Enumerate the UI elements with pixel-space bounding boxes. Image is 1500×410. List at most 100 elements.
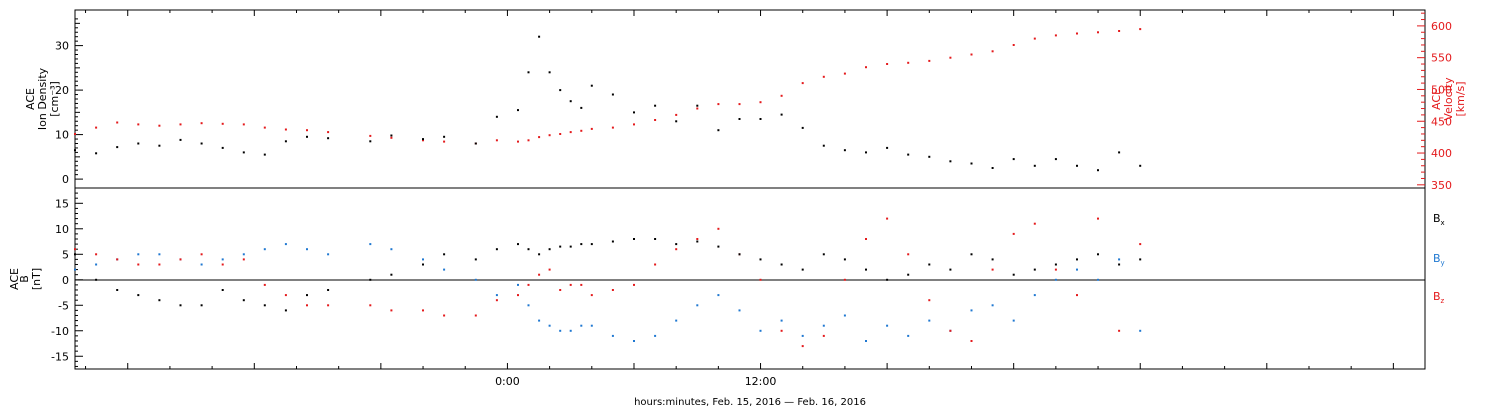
- bx-point: [284, 309, 287, 312]
- velocity-point: [654, 119, 657, 121]
- velocity-point: [179, 123, 182, 126]
- density-point: [221, 146, 224, 149]
- bx-point: [495, 248, 498, 251]
- by-point: [738, 309, 741, 312]
- ticks-layer: 0:00 12:00 0 10 20 30 350 400 450 500 550 600 15 10 5 0…: [51, 10, 1452, 388]
- velocity-point: [991, 50, 994, 53]
- bz-point: [495, 299, 498, 302]
- field-y-tick-label: -15: [51, 350, 69, 363]
- bz-point: [1097, 217, 1099, 220]
- density-point: [1054, 158, 1057, 161]
- velocity-point: [970, 53, 973, 56]
- bx-point: [1118, 263, 1121, 266]
- density-point: [390, 134, 393, 137]
- density-point: [474, 142, 477, 145]
- velocity-point: [1097, 31, 1099, 34]
- bz-point: [822, 334, 825, 337]
- bz-point: [801, 345, 804, 348]
- bx-point: [263, 304, 266, 307]
- by-point: [633, 340, 635, 342]
- velocity-point: [116, 121, 119, 124]
- bx-point: [158, 299, 161, 302]
- velocity-point: [633, 123, 635, 126]
- density-point: [886, 146, 889, 149]
- bz-point: [116, 258, 119, 261]
- density-point: [1139, 164, 1142, 167]
- density-point: [801, 126, 804, 129]
- velocity-point: [369, 134, 372, 137]
- by-point: [675, 319, 678, 322]
- points-layer: [74, 28, 1142, 348]
- bz-point: [1054, 268, 1057, 271]
- bz-point: [865, 238, 867, 240]
- bz-point: [1012, 232, 1015, 235]
- velocity-point: [443, 140, 446, 143]
- by-point: [74, 268, 76, 271]
- velocity-point: [390, 136, 393, 139]
- by-point: [696, 304, 699, 307]
- bx-point: [200, 304, 203, 307]
- density-point: [548, 71, 551, 74]
- by-point: [580, 324, 583, 327]
- velocity-point: [738, 103, 741, 106]
- velocity-point: [822, 75, 825, 78]
- field-y-tick-label: -5: [58, 299, 69, 312]
- by-point: [801, 334, 804, 337]
- density-point: [580, 106, 583, 109]
- bz-point: [517, 294, 519, 297]
- velocity-point: [1118, 30, 1121, 32]
- bz-point: [221, 263, 224, 266]
- bx-point: [801, 268, 804, 271]
- density-point: [633, 111, 635, 114]
- bz-point: [242, 258, 245, 261]
- by-point: [907, 334, 910, 337]
- bz-point: [886, 217, 889, 220]
- density-point: [822, 144, 825, 147]
- bx-point: [580, 243, 583, 246]
- bz-point: [759, 278, 762, 281]
- velocity-point: [759, 101, 762, 104]
- density-ylabel-line-1: ACE: [24, 88, 37, 110]
- by-point: [1012, 319, 1015, 322]
- by-point: [1118, 258, 1121, 261]
- by-point: [95, 263, 98, 266]
- velocity-point: [580, 129, 583, 132]
- velocity-point: [907, 61, 910, 64]
- velocity-point: [306, 129, 308, 132]
- velocity-point: [95, 126, 98, 129]
- density-point: [590, 84, 593, 87]
- bx-point: [1054, 263, 1057, 266]
- velocity-point: [221, 122, 224, 125]
- bz-point: [284, 294, 287, 297]
- bz-point: [780, 329, 783, 332]
- density-y-tick-label: 20: [55, 84, 69, 97]
- velocity-point: [527, 139, 530, 142]
- density-point: [569, 100, 572, 103]
- bz-point: [538, 273, 541, 276]
- density-point: [1076, 164, 1078, 167]
- velocity-point: [74, 133, 76, 135]
- velocity-point: [696, 107, 699, 110]
- bx-point: [675, 243, 678, 246]
- bz-point: [390, 309, 393, 312]
- by-point: [1097, 278, 1099, 281]
- density-point: [654, 104, 657, 107]
- bx-point: [443, 253, 446, 256]
- bz-point: [1118, 329, 1121, 332]
- velocity-point: [928, 59, 931, 62]
- field-y-tick-label: 15: [55, 197, 69, 210]
- velocity-point: [801, 82, 804, 85]
- bz-point: [696, 238, 699, 240]
- by-point: [390, 248, 393, 251]
- bz-point: [137, 263, 140, 266]
- x-axis-title: hours:minutes, Feb. 15, 2016 — Feb. 16, …: [634, 397, 866, 408]
- bx-point: [970, 253, 973, 256]
- density-point: [116, 146, 119, 149]
- by-point: [474, 278, 477, 281]
- by-point: [527, 304, 530, 307]
- bz-point: [1033, 222, 1036, 225]
- by-point: [780, 319, 783, 322]
- density-point: [538, 35, 541, 38]
- density-point: [1118, 151, 1121, 154]
- bx-point: [327, 289, 330, 291]
